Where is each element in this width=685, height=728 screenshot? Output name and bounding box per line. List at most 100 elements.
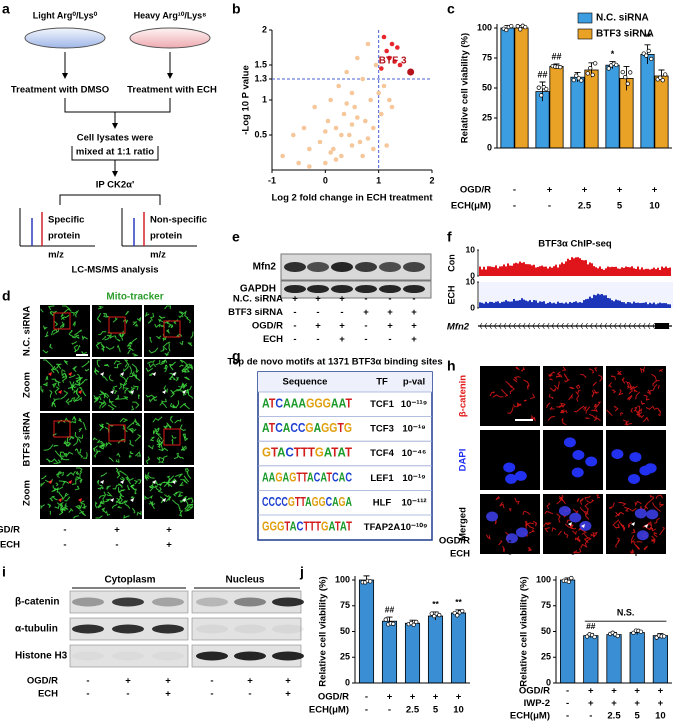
y-tick-label: 100 [477,22,492,32]
signal [608,382,612,388]
replicate-dot [592,634,597,640]
signal [155,359,161,366]
coverage [587,264,589,276]
signal [60,323,65,329]
coverage [505,300,507,308]
signal [68,436,75,441]
signal [71,397,76,402]
signal [54,450,62,461]
signal [580,542,588,549]
signal [525,521,531,528]
signal [648,525,656,532]
coverage [595,267,597,276]
condition-sign: - [513,185,516,196]
y-tick-label: 50 [541,626,551,636]
band [234,651,266,661]
tf-name: TFAP2A [364,522,401,533]
zoom-box [53,312,71,330]
point [341,111,347,117]
signal [64,496,71,502]
signal [561,417,567,426]
coverage [659,269,661,276]
label: Heavy Arg¹⁰/Lys⁸ [134,10,207,20]
signal [61,457,70,461]
coverage [583,300,585,308]
condition-sign: 5 [433,705,439,716]
coverage [571,257,573,276]
signal [68,508,74,513]
coverage [575,257,577,276]
point [280,153,285,159]
signal [152,396,158,401]
signal [46,458,51,463]
coverage [655,269,657,276]
signal [184,504,190,512]
signal [181,310,189,319]
condition-sign: + [387,321,393,332]
signal [149,484,159,489]
coverage [491,266,493,276]
point [347,132,352,138]
condition-sign: + [582,185,588,196]
signal [633,540,640,550]
signal [82,422,87,431]
signal [594,367,598,372]
intron-arrow [585,322,588,330]
signal [179,481,184,487]
nucleus [571,467,584,478]
panel-title: Top de novo motifs at 1371 BTF3α binding… [227,357,442,368]
replicate-dot [625,81,630,86]
signal [134,479,138,485]
signal [624,420,632,425]
signal [556,494,564,505]
signal [580,373,587,378]
band-label: Histone H3 [15,651,68,662]
panel-label: h [447,358,456,374]
signal [562,366,567,371]
coverage [647,304,649,308]
signal [174,473,183,478]
signal [75,470,80,475]
signal [125,476,132,485]
replicate-dot [383,617,388,622]
signal [124,387,130,394]
signal [634,409,645,419]
signal [596,494,600,499]
signal [178,510,183,517]
replicate-dot [460,608,465,614]
signal [78,417,83,423]
signal [127,345,134,352]
arrowhead [568,522,572,526]
nucleus [514,470,527,481]
signal [171,499,181,510]
intron-arrow [479,322,483,330]
signal [105,346,115,350]
signal [644,497,655,508]
signal [102,491,107,503]
coverage [579,302,581,308]
intron-arrow [522,322,526,330]
signal [628,521,632,528]
x-tick-label: 1 [376,175,381,185]
panel-label: j [299,564,304,580]
replicate-dot [574,73,579,78]
replicate-dot [662,634,667,639]
signal [97,486,103,490]
signal [612,519,620,529]
coverage [521,262,523,276]
condition-sign: + [634,698,640,709]
coverage [647,268,649,276]
coverage [515,300,517,308]
signal [633,388,638,393]
signal [128,454,133,459]
bar [450,612,467,684]
row-label: OGD/R [318,692,349,703]
intron-arrow [537,322,540,330]
signal [136,511,142,516]
label: Cell lysates were [77,133,154,144]
signal [129,337,138,345]
bar [640,54,655,149]
panel-title: Mito-tracker [106,292,163,303]
intron-arrow [570,322,574,330]
coverage [527,301,529,308]
